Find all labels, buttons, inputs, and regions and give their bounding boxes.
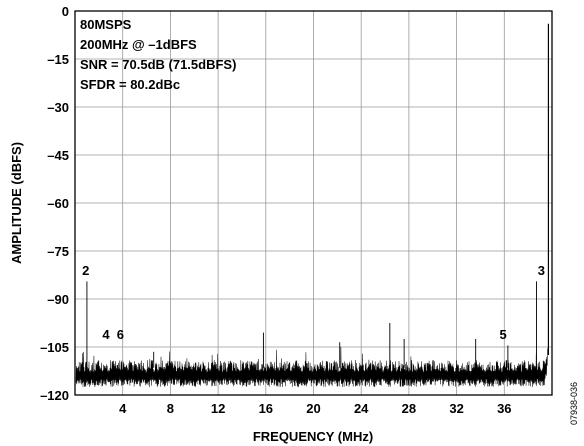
x-axis-title: FREQUENCY (MHz)	[253, 429, 373, 444]
x-tick-label: 8	[167, 401, 174, 416]
annotation-block: 80MSPS 200MHz @ –1dBFS SNR = 70.5dB (71.…	[80, 17, 236, 92]
fft-trace	[75, 346, 548, 388]
y-tick-label: –105	[40, 340, 69, 355]
plot-frame	[74, 10, 553, 396]
spectral-lines	[86, 23, 550, 368]
y-tick-label: 0	[62, 4, 69, 19]
y-tick-label: –60	[47, 196, 69, 211]
annotation-line: SFDR = 80.2dBc	[80, 77, 180, 92]
x-tick-label: 4	[119, 401, 127, 416]
harmonic-label: 5	[500, 327, 507, 342]
y-tick-label: –30	[47, 100, 69, 115]
x-tick-label: 32	[449, 401, 463, 416]
x-tick-label: 36	[497, 401, 511, 416]
x-tick-label: 12	[211, 401, 225, 416]
y-tick-label: –15	[47, 52, 69, 67]
y-axis-title: AMPLITUDE (dBFS)	[9, 142, 24, 264]
x-tick-label: 16	[259, 401, 273, 416]
y-tick-label: –90	[47, 292, 69, 307]
y-tick-label: –120	[40, 388, 69, 403]
figure-id: 07938-036	[569, 382, 579, 425]
y-tick-label: –75	[47, 244, 69, 259]
annotation-line: SNR = 70.5dB (71.5dBFS)	[80, 57, 236, 72]
harmonic-label: 4	[102, 327, 110, 342]
harmonic-label: 3	[538, 263, 545, 278]
x-axis-ticks: 4 8 12 16 20 24 28 32 36	[119, 401, 511, 416]
x-tick-label: 28	[402, 401, 416, 416]
annotation-line: 200MHz @ –1dBFS	[80, 37, 197, 52]
harmonic-label: 2	[82, 263, 89, 278]
x-tick-label: 24	[354, 401, 369, 416]
harmonic-label: 6	[117, 327, 124, 342]
grid	[75, 11, 552, 395]
x-tick-label: 20	[306, 401, 320, 416]
annotation-line: 80MSPS	[80, 17, 132, 32]
noise-floor-trace	[75, 346, 548, 388]
y-tick-label: –45	[47, 148, 69, 163]
y-axis-ticks: 0 –15 –30 –45 –60 –75 –90 –105 –120	[40, 4, 69, 403]
harmonic-labels: 2 4 6 5 3	[82, 263, 545, 342]
